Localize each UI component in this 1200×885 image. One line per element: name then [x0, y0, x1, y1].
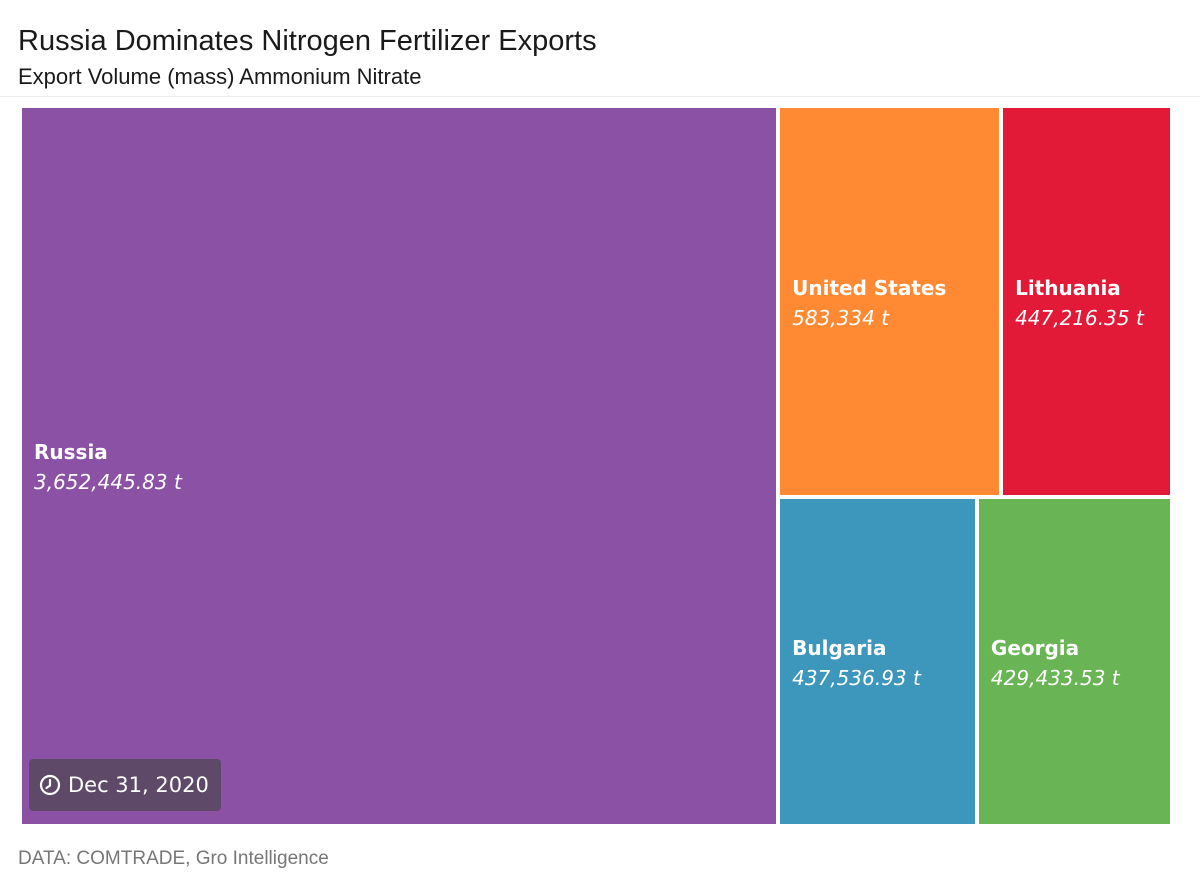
date-text: Dec 31, 2020: [68, 773, 209, 797]
tile-label: Bulgaria: [792, 635, 887, 660]
header-divider: [0, 96, 1200, 97]
chart-title: Russia Dominates Nitrogen Fertilizer Exp…: [18, 25, 597, 57]
tile-label: Georgia: [990, 635, 1080, 660]
tile-label: Lithuania: [1015, 275, 1121, 300]
data-source: DATA: COMTRADE, Gro Intelligence: [18, 848, 329, 869]
clock-icon: [39, 774, 61, 796]
date-badge[interactable]: Dec 31, 2020: [29, 759, 221, 811]
tile-label: United States: [792, 275, 947, 300]
tile-label: Russia: [34, 440, 108, 464]
tile-value: 3,652,445.83 t: [34, 470, 182, 494]
treemap-tile-bulgaria[interactable]: Bulgaria 437,536.93 t: [778, 497, 977, 826]
treemap-plot: Russia 3,652,445.83 t Dec 31, 2020 United S…: [20, 106, 1172, 826]
tile-value: 583,334 t: [792, 305, 890, 330]
tile-value: 437,536.93 t: [792, 665, 921, 690]
treemap-tile-russia[interactable]: Russia 3,652,445.83 t Dec 31, 2020: [20, 106, 779, 826]
tile-value: 429,433.53 t: [990, 665, 1120, 690]
treemap-tile-georgia[interactable]: Georgia 429,433.53 t: [976, 497, 1172, 826]
chart-subtitle: Export Volume (mass) Ammonium Nitrate: [18, 64, 422, 89]
treemap-tile-united-states[interactable]: United States 583,334 t: [778, 106, 1002, 498]
treemap-tile-lithuania[interactable]: Lithuania 447,216.35 t: [1001, 106, 1172, 498]
tile-value: 447,216.35 t: [1015, 305, 1144, 330]
